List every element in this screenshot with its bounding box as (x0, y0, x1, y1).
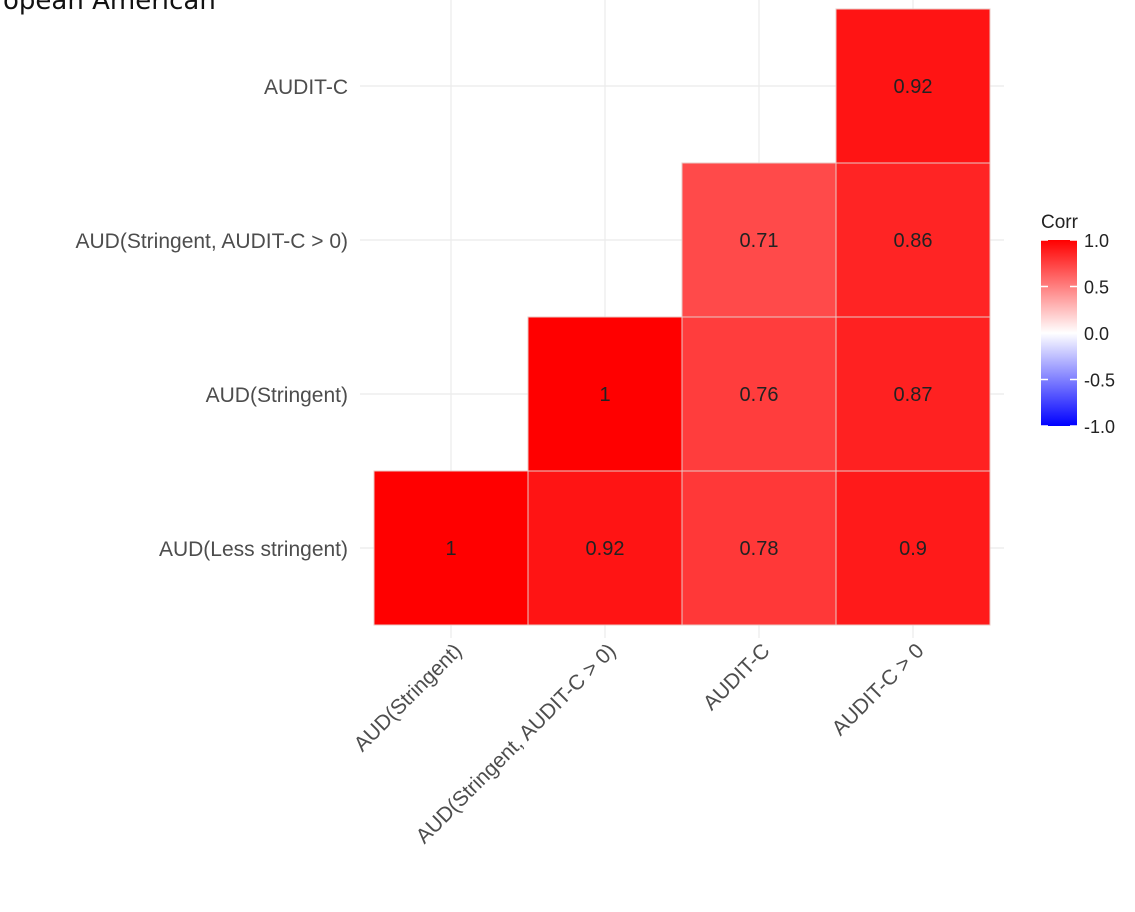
cell-value-label: 0.71 (740, 230, 779, 252)
chart-title: European American (0, 0, 216, 16)
x-tick-label: AUD(Stringent) (350, 639, 467, 756)
cell-value-label: 0.76 (740, 384, 779, 406)
cell-value-label: 1 (445, 538, 456, 560)
heatmap-cell (835, 316, 991, 472)
legend-tick-label: 0.5 (1084, 278, 1109, 298)
y-tick-label: AUD(Stringent, AUDIT-C > 0) (76, 230, 349, 253)
cell-value-label: 0.9 (899, 538, 927, 560)
legend-tick-label: -0.5 (1084, 371, 1115, 391)
legend-title: Corr (1041, 212, 1079, 233)
heatmap-cell (681, 162, 837, 318)
cell-value-label: 0.87 (894, 384, 933, 406)
cell-value-label: 0.86 (894, 230, 933, 252)
heatmap-cell (373, 470, 529, 626)
y-tick-label: AUD(Less stringent) (159, 538, 348, 561)
cell-value-label: 0.78 (740, 538, 779, 560)
y-axis-tick-labels: AUD(Less stringent) AUD(Stringent) AUD(Str… (76, 76, 349, 561)
cell-value-label: 1 (599, 384, 610, 406)
legend-tick-label: -1.0 (1084, 417, 1115, 437)
heatmap-cell (681, 316, 837, 472)
x-tick-label: AUDIT-C (699, 639, 775, 715)
y-tick-label: AUD(Stringent) (206, 384, 348, 407)
cell-value-label: 0.92 (894, 76, 933, 98)
cell-value-label: 0.92 (586, 538, 625, 560)
x-axis-tick-labels: AUD(Stringent)AUD(Stringent, AUDIT-C > 0… (350, 639, 929, 848)
color-legend: Corr 1.0 0.5 0.0 -0.5 -1.0 (1041, 212, 1115, 437)
y-tick-label: AUDIT-C (264, 76, 348, 99)
legend-tick-label: 0.0 (1084, 324, 1109, 344)
legend-tick-label: 1.0 (1084, 231, 1109, 251)
heatmap-cell (835, 470, 991, 626)
heatmap-cell (835, 8, 991, 164)
x-tick-label: AUDIT-C > 0 (828, 639, 929, 740)
heatmap-cell (835, 162, 991, 318)
cell-labels: 1 0.92 0.78 0.9 1 0.76 0.87 0.71 0.86 0.92 (445, 76, 932, 560)
heatmap-cells (373, 8, 991, 626)
